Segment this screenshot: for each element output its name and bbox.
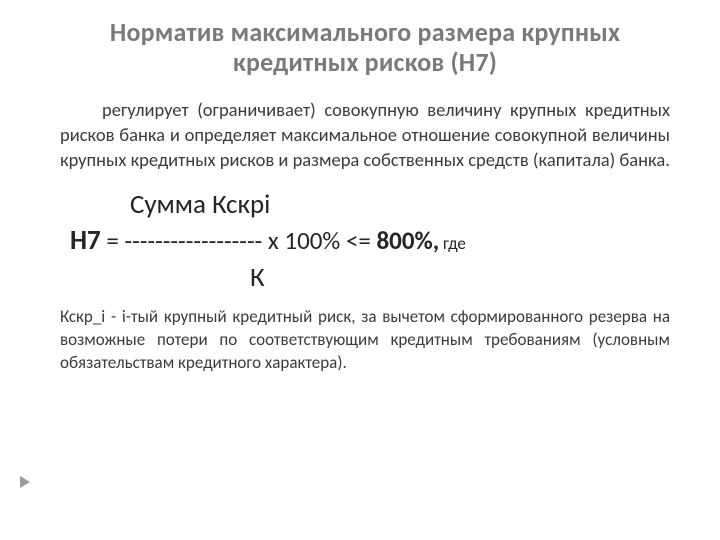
formula-gde: где <box>439 233 466 254</box>
formula-times: х <box>262 225 284 256</box>
formula-numerator: Сумма Кскрi <box>130 187 670 223</box>
formula-lhs: Н7 <box>70 224 101 257</box>
formula-block: Сумма Кскрi Н7 = ------------------ х 10… <box>60 187 670 296</box>
intro-paragraph: регулирует (ограничивает) совокупную вел… <box>60 98 670 173</box>
formula-fraction-line: ------------------ <box>124 225 262 256</box>
formula-limit: 800%, <box>377 225 440 256</box>
slide-title: Норматив максимального размера крупных к… <box>60 18 670 78</box>
bullet-marker-icon <box>20 476 30 488</box>
definition-paragraph: Кскр_i - i-тый крупный кредитный риск, з… <box>60 306 670 375</box>
formula-relation: <= <box>340 225 376 256</box>
formula-percent: 100% <box>284 225 340 256</box>
slide: Норматив максимального размера крупных к… <box>0 0 720 540</box>
formula-equals: = <box>101 225 125 256</box>
formula-main-line: Н7 = ------------------ х 100% <= 800%, … <box>70 223 670 259</box>
formula-denominator: К <box>250 260 670 296</box>
